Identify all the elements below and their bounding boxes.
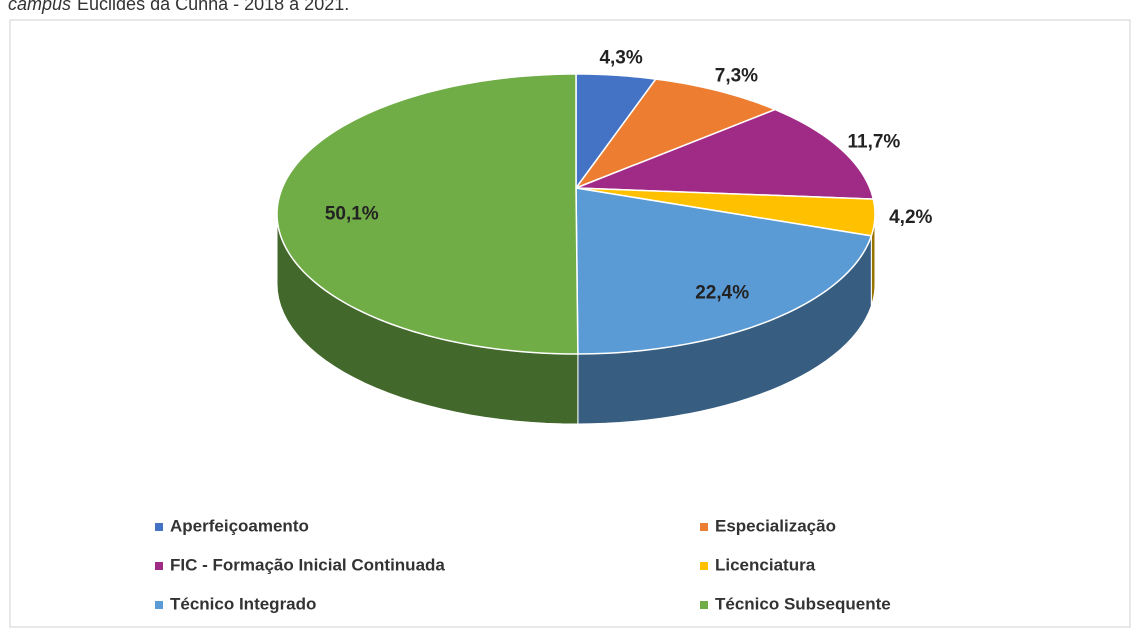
data-label: 4,2%	[889, 207, 932, 228]
pie-slice	[573, 78, 778, 190]
data-label: 11,7%	[847, 131, 900, 152]
legend-swatch	[700, 523, 708, 531]
legend-swatch	[700, 562, 708, 570]
caption-italic: campus	[8, 0, 71, 14]
legend-label: Técnico Subsequente	[715, 594, 891, 613]
data-label: 7,3%	[715, 65, 758, 86]
legend-label: FIC - Formação Inicial Continuada	[170, 555, 445, 574]
pie-slice	[575, 187, 873, 355]
legend-swatch	[700, 601, 708, 609]
legend-label: Aperfeiçoamento	[170, 516, 309, 535]
pie-slice	[575, 108, 875, 200]
legend-swatch	[155, 523, 163, 531]
legend-label: Licenciatura	[715, 555, 816, 574]
legend-swatch	[155, 562, 163, 570]
legend-label: Técnico Integrado	[170, 594, 316, 613]
caption-rest: Euclides da Cunha - 2018 a 2021.	[77, 0, 349, 14]
pie-slice	[575, 73, 658, 191]
legend-label: Especialização	[715, 516, 836, 535]
data-label: 50,1%	[325, 203, 379, 224]
caption: campus Euclides da Cunha - 2018 a 2021.	[8, 0, 349, 14]
data-label: 4,3%	[599, 48, 642, 69]
legend-swatch	[155, 601, 163, 609]
pie-slice	[276, 73, 579, 355]
data-label: 22,4%	[695, 283, 749, 304]
